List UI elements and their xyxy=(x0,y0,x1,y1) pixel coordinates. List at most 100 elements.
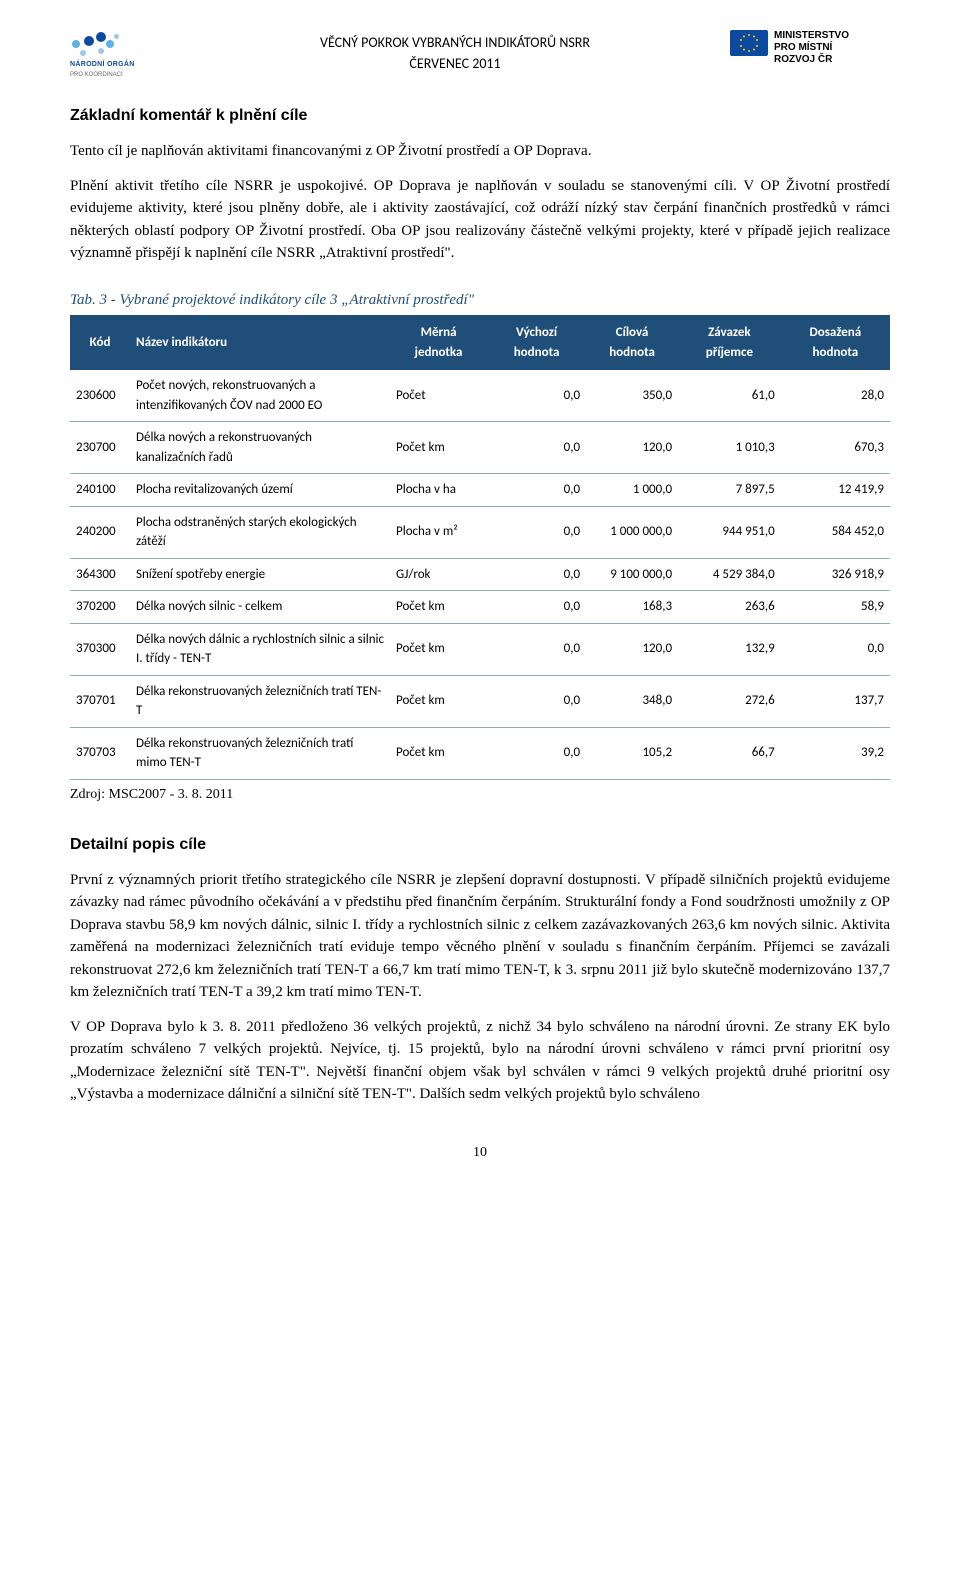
table-cell: 370701 xyxy=(70,675,130,727)
table-cell: 370703 xyxy=(70,727,130,779)
table-row: 370701Délka rekonstruovaných železničníc… xyxy=(70,675,890,727)
table-cell: 370200 xyxy=(70,591,130,624)
table-cell: 584 452,0 xyxy=(781,506,890,558)
table-row: 230600Počet nových, rekonstruovaných a i… xyxy=(70,370,890,422)
section1-heading: Základní komentář k plnění cíle xyxy=(70,104,890,128)
table-cell: 7 897,5 xyxy=(678,474,781,507)
table-cell: Plocha odstraněných starých ekologických… xyxy=(130,506,390,558)
table-cell: 0,0 xyxy=(487,623,586,675)
table-cell: GJ/rok xyxy=(390,558,487,591)
section2-heading: Detailní popis cíle xyxy=(70,833,890,857)
table-row: 240100Plocha revitalizovaných územíPloch… xyxy=(70,474,890,507)
section1-p2: Plnění aktivit třetího cíle NSRR je uspo… xyxy=(70,175,890,265)
table-cell: 1 000 000,0 xyxy=(586,506,678,558)
table-cell: Počet km xyxy=(390,675,487,727)
table-row: 370300Délka nových dálnic a rychlostních… xyxy=(70,623,890,675)
table-cell: Počet km xyxy=(390,727,487,779)
th-zavazek: Závazek příjemce xyxy=(678,315,781,370)
table-cell: Počet xyxy=(390,370,487,422)
section2-p2: V OP Doprava bylo k 3. 8. 2011 předložen… xyxy=(70,1016,890,1106)
table-cell: Plocha revitalizovaných území xyxy=(130,474,390,507)
table-body: 230600Počet nových, rekonstruovaných a i… xyxy=(70,370,890,779)
table-source: Zdroj: MSC2007 - 3. 8. 2011 xyxy=(70,784,890,805)
table-row: 364300Snížení spotřeby energieGJ/rok0,09… xyxy=(70,558,890,591)
table-cell: 1 000,0 xyxy=(586,474,678,507)
table-cell: Snížení spotřeby energie xyxy=(130,558,390,591)
th-jednotka: Měrná jednotka xyxy=(390,315,487,370)
table-cell: 364300 xyxy=(70,558,130,591)
table-cell: 370300 xyxy=(70,623,130,675)
table-cell: Počet km xyxy=(390,591,487,624)
table-cell: 132,9 xyxy=(678,623,781,675)
section1-p1: Tento cíl je naplňován aktivitami financ… xyxy=(70,140,890,163)
table-cell: Délka nových silnic - celkem xyxy=(130,591,390,624)
table-cell: 240100 xyxy=(70,474,130,507)
logo-left-subtitle: PRO KOORDINACI xyxy=(70,71,180,80)
table-cell: 39,2 xyxy=(781,727,890,779)
table-cell: 944 951,0 xyxy=(678,506,781,558)
table-cell: 240200 xyxy=(70,506,130,558)
table-header-row: Kód Název indikátoru Měrná jednotka Vých… xyxy=(70,315,890,370)
table-cell: 28,0 xyxy=(781,370,890,422)
table-cell: 61,0 xyxy=(678,370,781,422)
table-cell: 120,0 xyxy=(586,623,678,675)
header-title: VĚCNÝ POKROK VYBRANÝCH INDIKÁTORŮ NSRR Č… xyxy=(180,30,730,74)
table-cell: 0,0 xyxy=(487,727,586,779)
th-cilova: Cílová hodnota xyxy=(586,315,678,370)
logo-right: MINISTERSTVO PRO MÍSTNÍ ROZVOJ ČR xyxy=(730,30,890,80)
table-cell: 12 419,9 xyxy=(781,474,890,507)
table-cell: 0,0 xyxy=(487,370,586,422)
table-cell: Plocha v ha xyxy=(390,474,487,507)
table-cell: 350,0 xyxy=(586,370,678,422)
table-cell: 348,0 xyxy=(586,675,678,727)
table-cell: 0,0 xyxy=(487,506,586,558)
table-cell: 0,0 xyxy=(487,474,586,507)
th-vychozi: Výchozí hodnota xyxy=(487,315,586,370)
table-cell: 230700 xyxy=(70,422,130,474)
table-cell: Délka rekonstruovaných železničních trat… xyxy=(130,675,390,727)
table-row: 370703Délka rekonstruovaných železničníc… xyxy=(70,727,890,779)
table-cell: 4 529 384,0 xyxy=(678,558,781,591)
table-cell: 168,3 xyxy=(586,591,678,624)
th-nazev: Název indikátoru xyxy=(130,315,390,370)
table-cell: 137,7 xyxy=(781,675,890,727)
logo-left: NÁRODNÍ ORGÁN PRO KOORDINACI xyxy=(70,30,180,80)
table-cell: Počet km xyxy=(390,422,487,474)
table-cell: 670,3 xyxy=(781,422,890,474)
table-cell: 263,6 xyxy=(678,591,781,624)
table-cell: 66,7 xyxy=(678,727,781,779)
table-cell: Délka rekonstruovaných železničních trat… xyxy=(130,727,390,779)
logo-right-line1: MINISTERSTVO xyxy=(774,30,849,42)
table-cell: 105,2 xyxy=(586,727,678,779)
table-row: 230700Délka nových a rekonstruovaných ka… xyxy=(70,422,890,474)
th-kod: Kód xyxy=(70,315,130,370)
table-cell: Počet nových, rekonstruovaných a intenzi… xyxy=(130,370,390,422)
table-cell: 0,0 xyxy=(487,422,586,474)
logo-right-line3: ROZVOJ ČR xyxy=(774,54,849,66)
table-cell: 1 010,3 xyxy=(678,422,781,474)
table-cell: 9 100 000,0 xyxy=(586,558,678,591)
table-cell: 58,9 xyxy=(781,591,890,624)
table-cell: 0,0 xyxy=(781,623,890,675)
table-cell: Plocha v m² xyxy=(390,506,487,558)
table-cell: Délka nových a rekonstruovaných kanaliza… xyxy=(130,422,390,474)
table-cell: 272,6 xyxy=(678,675,781,727)
table-cell: Počet km xyxy=(390,623,487,675)
logo-left-dots-icon xyxy=(70,30,130,60)
logo-right-text: MINISTERSTVO PRO MÍSTNÍ ROZVOJ ČR xyxy=(774,30,849,66)
logo-left-title: NÁRODNÍ ORGÁN xyxy=(70,60,180,71)
section2-p1: První z významných priorit třetího strat… xyxy=(70,869,890,1004)
table-cell: 0,0 xyxy=(487,675,586,727)
header-title-line1: VĚCNÝ POKROK VYBRANÝCH INDIKÁTORŮ NSRR xyxy=(180,32,730,53)
page-header: NÁRODNÍ ORGÁN PRO KOORDINACI VĚCNÝ POKRO… xyxy=(70,30,890,80)
table-cell: 0,0 xyxy=(487,558,586,591)
logo-right-line2: PRO MÍSTNÍ xyxy=(774,42,849,54)
table-cell: 230600 xyxy=(70,370,130,422)
indicators-table: Kód Název indikátoru Měrná jednotka Vých… xyxy=(70,315,890,780)
table-cell: 326 918,9 xyxy=(781,558,890,591)
th-dosazena: Dosažená hodnota xyxy=(781,315,890,370)
page-number: 10 xyxy=(70,1142,890,1163)
table-header: Kód Název indikátoru Měrná jednotka Vých… xyxy=(70,315,890,370)
eu-flag-icon xyxy=(730,30,768,56)
table-row: 370200Délka nových silnic - celkemPočet … xyxy=(70,591,890,624)
